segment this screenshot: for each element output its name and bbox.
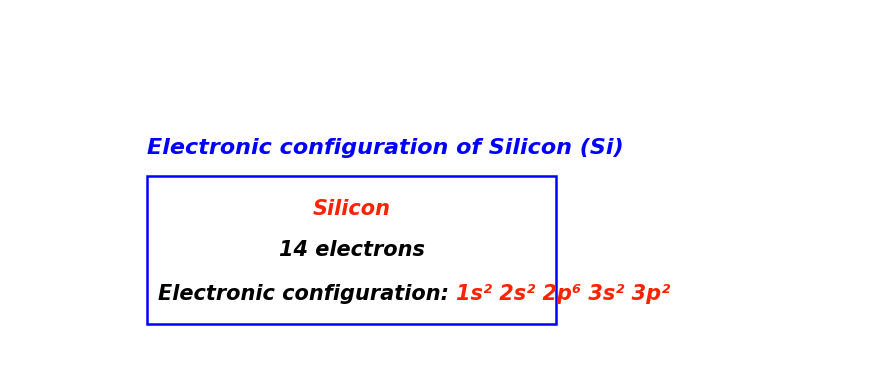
Text: Silicon: Silicon bbox=[313, 199, 390, 219]
Text: 14 electrons: 14 electrons bbox=[278, 240, 424, 260]
Text: 1s² 2s² 2p⁶ 3s² 3p²: 1s² 2s² 2p⁶ 3s² 3p² bbox=[456, 285, 669, 305]
FancyBboxPatch shape bbox=[148, 176, 556, 324]
Text: Electronic configuration of Silicon (Si): Electronic configuration of Silicon (Si) bbox=[148, 139, 623, 159]
Text: Electronic configuration:: Electronic configuration: bbox=[157, 285, 456, 305]
